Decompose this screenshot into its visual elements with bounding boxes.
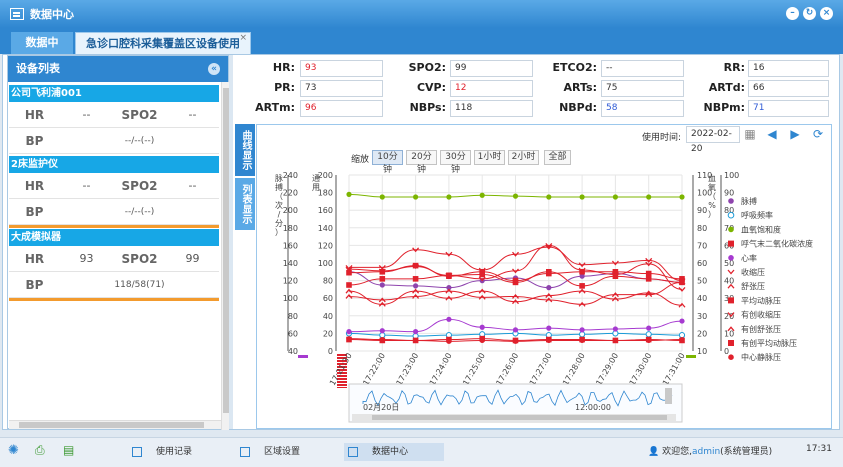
vital-value: -- [601,60,684,77]
vital-label: CVP: [416,81,446,94]
panel-splitter[interactable] [229,55,233,429]
time-label: 使用时间: [642,133,682,143]
vital-value: 118 [450,100,533,117]
tab-device-usage-detail[interactable]: 急诊口腔科采集覆盖区设备使用详情 × [75,32,251,72]
vital-value: 16 [748,60,829,77]
bp-label: BP [25,205,44,219]
vital-value: 99 [450,60,533,77]
tab-curve-display[interactable]: 曲线显示 [235,124,255,176]
vital-label: ARTm: [255,101,295,114]
taskbar-data-center[interactable]: 数据中心 [344,443,444,461]
restore-icon[interactable]: ↻ [803,7,816,20]
vital-value: 12 [450,80,533,97]
device-list-title: 设备列表 [16,62,60,75]
bp-label: BP [25,134,44,148]
vital-value: 96 [300,100,383,117]
close-icon[interactable]: × [820,7,833,20]
spo2-label: SPO2 [121,179,158,193]
chart-panel [256,124,832,429]
vital-value: 75 [601,80,684,97]
bp-value: --/--(--) [124,136,155,146]
hr-label: HR [24,108,45,122]
zoom-option-button[interactable]: 20分钟 [406,150,437,175]
vital-value: 58 [601,100,684,117]
vital-label: HR: [272,61,295,74]
vital-label: NBPd: [559,101,597,114]
device-list-panel: 设备列表 « 公司飞利浦001 HR -- SPO2 -- BP --/--(-… [7,55,229,430]
taskbar-usage-records[interactable]: 使用记录 [126,443,226,461]
vital-label: ARTs: [563,81,597,94]
device-list-header: 设备列表 « [8,56,228,82]
app-icon [10,8,24,20]
device-name: 大成模拟器 [9,229,219,246]
tab-close-icon[interactable]: × [239,33,247,43]
spo2-label: SPO2 [121,252,158,266]
bp-value: --/--(--) [124,207,155,217]
zoom-label: 缩放 [351,155,370,165]
vital-value: 93 [300,60,383,77]
prev-day-button[interactable]: ◀ [767,127,777,141]
tab-list-display[interactable]: 列表显示 [235,178,255,230]
next-day-button[interactable]: ▶ [790,127,800,141]
vital-label: NBPs: [409,101,446,114]
clock: 17:31 [806,444,832,454]
hr-value: 93 [79,252,94,265]
vertical-scrollbar[interactable] [221,82,229,430]
device-divider [9,225,219,228]
device-card[interactable]: 大成模拟器 HR 93 SPO2 99 BP 118/58(71) [9,229,219,301]
device-name: 公司飞利浦001 [9,85,219,102]
taskbar-label: 区域设置 [264,447,301,457]
spo2-label: SPO2 [121,108,158,122]
bp-value: 118/58(71) [114,280,165,290]
horizontal-scrollbar[interactable] [9,420,221,429]
vital-label: NBPm: [703,101,745,114]
app-title: 数据中心 [30,8,74,21]
vital-label: ARTd: [708,81,745,94]
vital-label: ETCO2: [552,61,598,74]
start-icon[interactable]: ✺ [8,443,19,458]
window-icon [348,446,358,457]
hr-value: -- [82,108,91,121]
zoom-option-button[interactable]: 10分钟 [372,150,403,175]
spo2-value: -- [188,108,197,121]
printer-icon[interactable]: ⎙ [35,443,45,457]
calendar-icon[interactable]: ▦ [744,127,756,141]
zoom-option-button[interactable]: 2小时 [508,150,539,165]
vital-label: PR: [274,81,295,94]
title-bar: 数据中心 – ↻ × [0,0,843,28]
zoom-option-button[interactable]: 全部 [544,150,571,165]
list-icon [132,446,142,457]
document-icon[interactable]: ▤ [63,443,75,457]
spo2-value: -- [188,179,197,192]
device-card[interactable]: 2床监护仪 HR -- SPO2 -- BP --/--(--) [9,156,219,228]
taskbar-area-settings[interactable]: 区域设置 [236,443,336,461]
vital-value: 73 [300,80,383,97]
tab-bar: 数据中心 急诊口腔科采集覆盖区设备使用详情 × [0,28,843,72]
taskbar-label: 使用记录 [156,447,193,457]
vital-label: SPO2: [408,61,446,74]
collapse-icon[interactable]: « [208,63,220,75]
hr-label: HR [24,252,45,266]
vital-value: 66 [748,80,829,97]
user-icon: 👤 [648,447,660,457]
username-link[interactable]: admin [691,447,721,457]
device-name: 2床监护仪 [9,156,219,173]
welcome-text: 👤 欢迎您,admin(系统管理员) [648,447,773,457]
bp-label: BP [25,278,44,292]
hr-value: -- [82,179,91,192]
zoom-option-button[interactable]: 1小时 [474,150,505,165]
zoom-option-button[interactable]: 30分钟 [440,150,471,175]
tab-data-center[interactable]: 数据中心 [11,32,73,71]
minimize-icon[interactable]: – [786,7,799,20]
date-input[interactable]: 2022-02-20 [686,126,740,154]
refresh-icon[interactable]: ⟳ [812,127,824,141]
spo2-value: 99 [185,252,200,265]
taskbar-label: 数据中心 [372,447,409,457]
hr-label: HR [24,179,45,193]
vital-value: 71 [748,100,829,117]
grid-icon [240,446,250,457]
vital-label: RR: [723,61,745,74]
device-card[interactable]: 公司飞利浦001 HR -- SPO2 -- BP --/--(--) [9,85,219,157]
device-divider [9,298,219,301]
